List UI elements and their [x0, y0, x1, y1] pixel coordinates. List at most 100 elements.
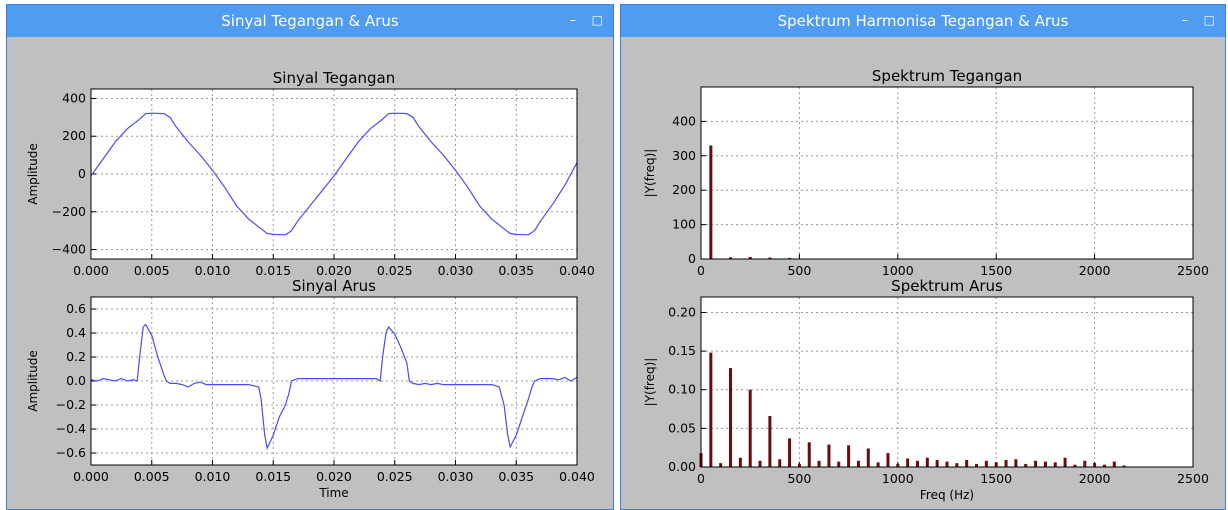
bar [1093, 463, 1097, 467]
chart-1: 0.000 0.005 0.010 0.015 0.020 0.025 0.030 0.035… [26, 277, 595, 500]
y-tick-label: 400 [62, 90, 86, 105]
bar [984, 460, 988, 467]
bar [729, 368, 733, 467]
chart-0: 0.000 0.005 0.010 0.015 0.020 0.025 0.030 0.035… [26, 69, 595, 278]
minimize-button[interactable]: – [569, 13, 576, 27]
bar [807, 442, 811, 467]
plot-frame [700, 86, 1194, 260]
bar [1043, 461, 1047, 467]
bar [1083, 460, 1087, 467]
x-tick-label: 2000 [1079, 471, 1111, 486]
x-tick-label: 0.000 [73, 263, 109, 278]
plot-background [701, 297, 1193, 467]
x-tick-label: 0.040 [559, 469, 595, 484]
chart-title: Spektrum Tegangan [872, 67, 1022, 85]
bar [837, 461, 841, 467]
y-axis-label: Amplitude [26, 350, 40, 412]
bar [955, 463, 959, 467]
bar [915, 460, 919, 467]
bar [876, 462, 880, 467]
bar [1063, 457, 1067, 467]
spectrum-figure: 0 500 1000 1500 2000 2500 0 100 200 300 400 Spektru… [643, 67, 1209, 502]
bar [797, 463, 801, 467]
x-tick-label: 0 [697, 263, 705, 278]
bar [709, 352, 713, 467]
signal-window: Sinyal Tegangan & Arus – □ 0.000 0.005 0.0… [6, 4, 614, 510]
x-tick-label: 2500 [1177, 263, 1209, 278]
chart-title: Spektrum Arus [891, 277, 1003, 295]
y-tick-label: 0.2 [66, 349, 86, 364]
x-tick-label: 0.010 [195, 263, 231, 278]
series-line [90, 323, 578, 451]
bar [1102, 464, 1106, 467]
y-tick-label: 0.05 [668, 420, 696, 435]
x-tick-label: 0.030 [438, 263, 474, 278]
plot-background [701, 87, 1193, 259]
spectrum-window-title: Spektrum Harmonisa Tegangan & Arus [777, 12, 1069, 30]
maximize-button[interactable]: □ [591, 13, 603, 27]
maximize-button[interactable]: □ [1203, 13, 1215, 27]
bar [1034, 460, 1038, 467]
x-tick-label: 500 [787, 471, 811, 486]
y-tick-label: 200 [62, 128, 86, 143]
bar [866, 448, 870, 467]
y-tick-label: −400 [52, 242, 86, 257]
signal-figure: 0.000 0.005 0.010 0.015 0.020 0.025 0.030 0.035… [26, 69, 595, 500]
x-tick-label: 0.010 [195, 469, 231, 484]
x-tick-label: 0 [697, 471, 705, 486]
bar [935, 460, 939, 467]
x-tick-label: 0.030 [438, 469, 474, 484]
x-tick-label: 0.020 [316, 263, 352, 278]
y-tick-label: 300 [672, 148, 696, 163]
bar [748, 389, 752, 467]
x-tick-label: 0.020 [316, 469, 352, 484]
bar [1004, 460, 1008, 467]
x-axis-label: Freq (Hz) [920, 488, 974, 502]
bar [1073, 464, 1077, 467]
plot-frame [90, 88, 578, 260]
x-tick-label: 0.005 [134, 469, 170, 484]
minimize-button[interactable]: – [1181, 13, 1188, 27]
chart-title: Sinyal Arus [292, 277, 376, 295]
y-tick-label: −200 [52, 204, 86, 219]
x-tick-label: 0.000 [73, 469, 109, 484]
x-tick-label: 0.035 [498, 469, 534, 484]
bar [1112, 461, 1116, 467]
bar [817, 460, 821, 467]
signal-window-title: Sinyal Tegangan & Arus [221, 12, 399, 30]
y-tick-label: 0.00 [668, 459, 696, 474]
bar [1122, 465, 1126, 467]
bar [827, 444, 831, 467]
x-tick-label: 1000 [882, 471, 914, 486]
bar [748, 256, 752, 259]
chart-2: 0 500 1000 1500 2000 2500 0 100 200 300 400 Spektru… [643, 67, 1209, 278]
y-tick-label: 0.15 [668, 343, 696, 358]
y-tick-label: 400 [672, 113, 696, 128]
y-tick-label: 0 [78, 166, 86, 181]
spectrum-plot-area: 0 500 1000 1500 2000 2500 0 100 200 300 400 Spektru… [621, 37, 1225, 509]
chart-title: Sinyal Tegangan [273, 69, 395, 87]
x-tick-label: 0.005 [134, 263, 170, 278]
series-line [90, 112, 578, 236]
bar [925, 457, 929, 467]
y-tick-label: −0.6 [56, 445, 86, 460]
spectrum-window: Spektrum Harmonisa Tegangan & Arus – □ 0… [620, 4, 1226, 510]
signal-plot-area: 0.000 0.005 0.010 0.015 0.020 0.025 0.030 0.035… [7, 37, 613, 509]
bar [1024, 463, 1028, 467]
bar [975, 463, 979, 467]
bar [886, 453, 890, 467]
bar [906, 458, 910, 467]
x-tick-label: 0.040 [559, 263, 595, 278]
x-tick-label: 1000 [882, 263, 914, 278]
bar [1014, 459, 1018, 467]
bar [719, 463, 723, 467]
bar [965, 460, 969, 467]
y-tick-label: 0.0 [66, 373, 86, 388]
signal-window-titlebar[interactable]: Sinyal Tegangan & Arus – □ [7, 5, 613, 37]
bar [758, 460, 762, 467]
y-tick-label: 0.10 [668, 382, 696, 397]
x-tick-label: 0.015 [255, 469, 291, 484]
x-tick-label: 1500 [980, 263, 1012, 278]
spectrum-window-titlebar[interactable]: Spektrum Harmonisa Tegangan & Arus – □ [621, 5, 1225, 37]
y-tick-label: 0.20 [668, 304, 696, 319]
